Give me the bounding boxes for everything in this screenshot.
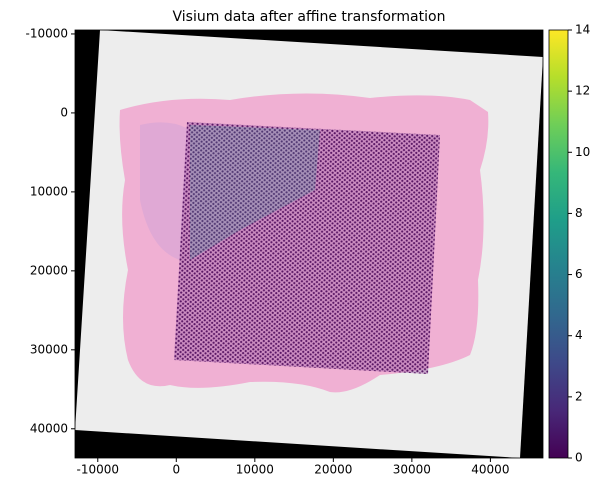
colorbar-tick-label: 10 — [575, 145, 590, 159]
colorbar — [548, 29, 569, 459]
chart-title: Visium data after affine transformation — [173, 9, 446, 25]
tissue-region — [140, 122, 190, 260]
x-tick-label: -10000 — [77, 463, 120, 477]
spot-highlight — [190, 125, 320, 260]
colorbar-tick-label: 8 — [575, 206, 583, 220]
y-tick-label: 40000 — [30, 421, 68, 435]
x-tick-label: 10000 — [236, 463, 274, 477]
y-tick-label: 30000 — [30, 342, 68, 356]
plot-frame — [74, 29, 544, 459]
colorbar-tick-label: 4 — [575, 328, 583, 342]
y-tick-label: 0 — [60, 105, 68, 119]
image — [75, 30, 543, 458]
colorbar-tick-label: 0 — [575, 451, 583, 465]
x-tick-label: 0 — [172, 463, 180, 477]
y-tick-label: 20000 — [30, 263, 68, 277]
y-tick-label: -10000 — [25, 26, 68, 40]
y-tick-label: 10000 — [30, 184, 68, 198]
x-tick-label: 40000 — [471, 463, 509, 477]
colorbar-tick-label: 14 — [575, 23, 590, 37]
x-tick-label: 20000 — [314, 463, 352, 477]
x-tick-label: 30000 — [393, 463, 431, 477]
colorbar-tick-label: 2 — [575, 389, 583, 403]
colorbar-tick-label: 12 — [575, 84, 590, 98]
spot-grid — [174, 122, 440, 374]
colorbar-tick-label: 6 — [575, 267, 583, 281]
